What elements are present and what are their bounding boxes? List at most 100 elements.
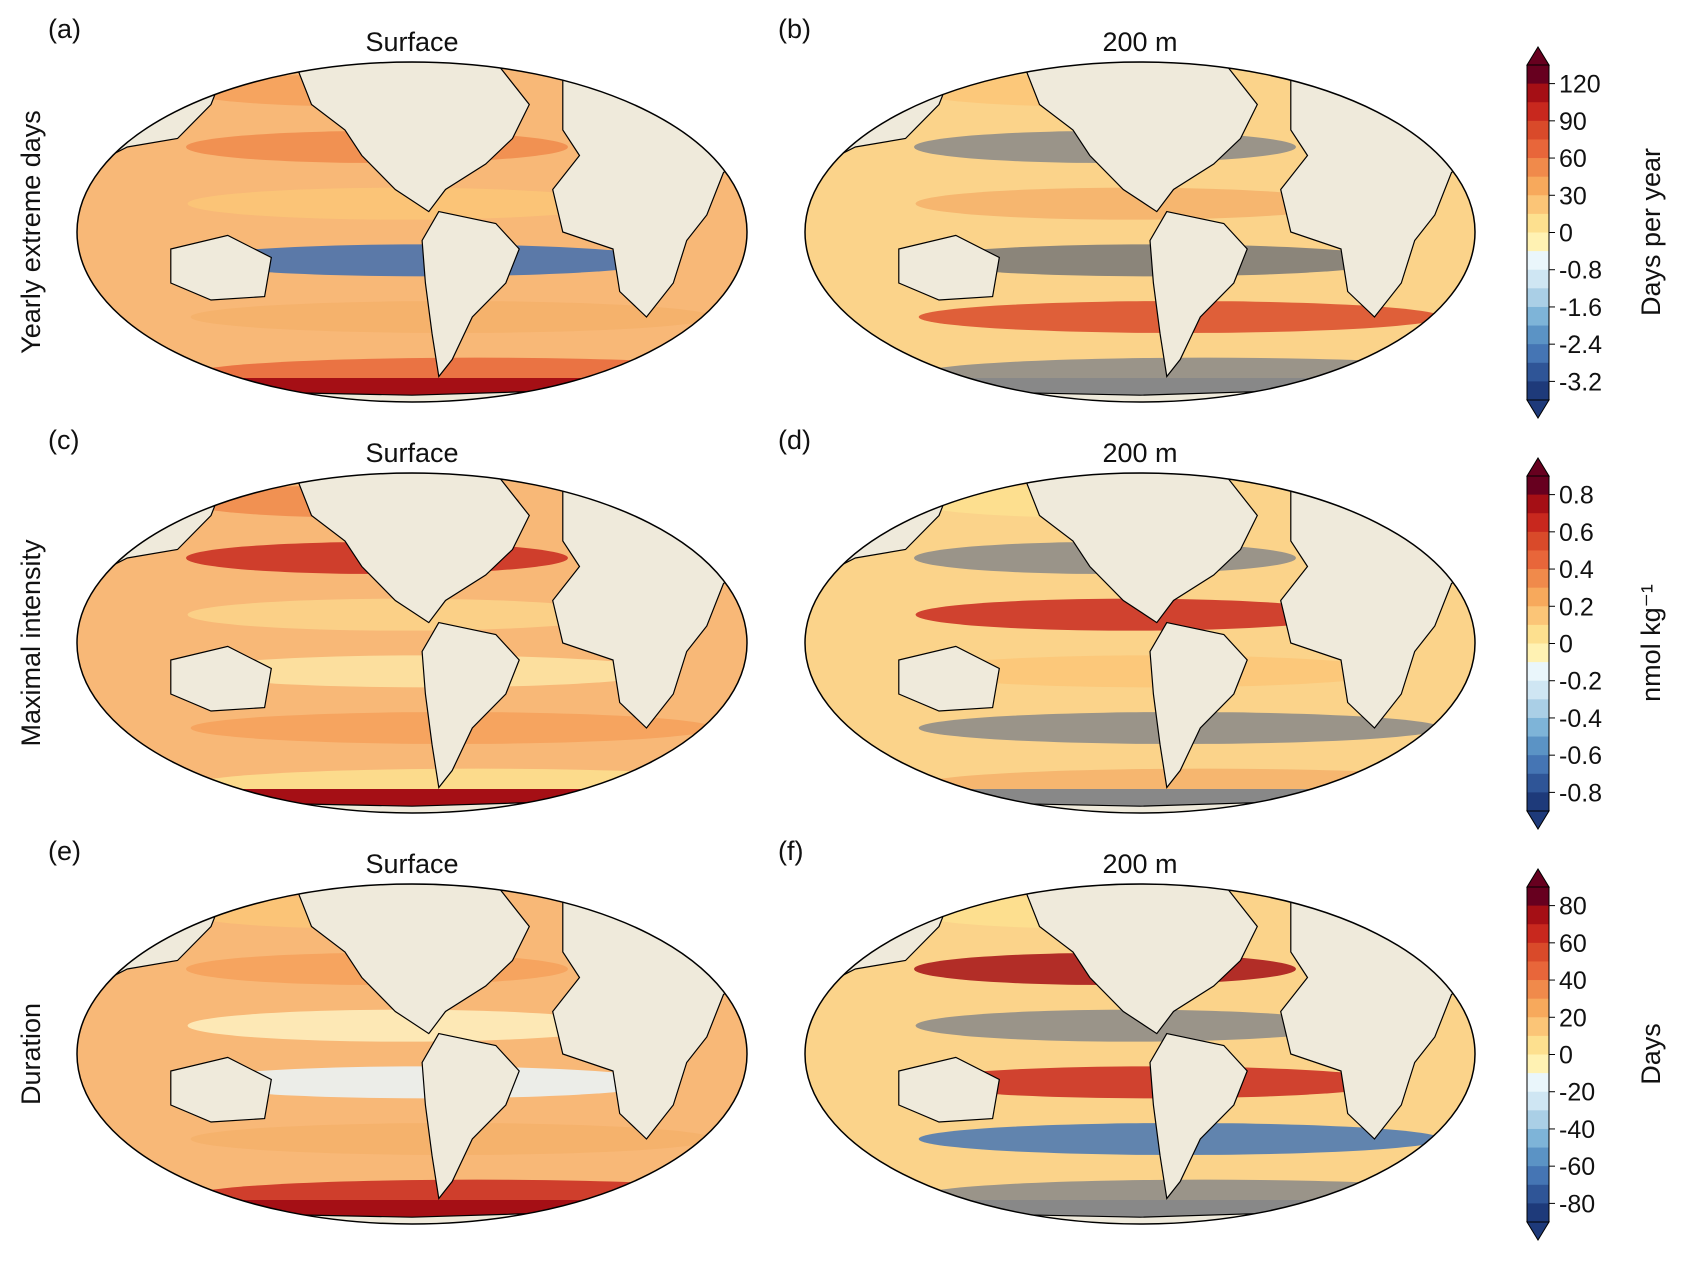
colorbar-tick-label: 0.8 — [1559, 482, 1594, 510]
panel-title: Surface — [365, 27, 458, 57]
colorbar-band — [1527, 755, 1549, 775]
panel-label: (a) — [48, 14, 81, 44]
colorbar-tick-label: 0 — [1559, 631, 1573, 659]
map-field — [805, 473, 1475, 813]
colorbar-tick-label: 20 — [1559, 1004, 1587, 1032]
colorbar-band — [1527, 381, 1549, 401]
panel-title: Surface — [365, 438, 458, 468]
field-band — [187, 1009, 617, 1042]
land — [293, 62, 531, 213]
colorbar-band — [1527, 662, 1549, 682]
colorbar-band — [1527, 65, 1549, 85]
field-band — [187, 187, 617, 220]
colorbar-band — [1527, 344, 1549, 364]
field-band — [187, 598, 617, 631]
colorbar-band — [1527, 269, 1549, 289]
panel-title: 200 m — [1102, 27, 1177, 57]
land — [1149, 210, 1248, 378]
colorbar-band — [1527, 1128, 1549, 1149]
panel-title: 200 m — [1102, 849, 1177, 879]
panel-label: (f) — [778, 836, 803, 866]
colorbar-band — [1527, 942, 1549, 962]
colorbar-tick-label: 80 — [1559, 893, 1587, 921]
colorbar-band — [1527, 773, 1549, 793]
field-band — [915, 187, 1345, 220]
colorbar-band — [1527, 102, 1549, 122]
field-band — [915, 1009, 1345, 1042]
land — [421, 621, 520, 789]
map-panel: (d) 200 m — [778, 425, 1476, 814]
colorbar-extend — [1526, 1221, 1550, 1241]
colorbar-band — [1527, 717, 1549, 738]
colorbar-band — [1527, 1203, 1549, 1223]
colorbar-band — [1527, 232, 1549, 252]
land — [293, 473, 531, 624]
colorbar-tick-label: -0.8 — [1559, 257, 1602, 285]
colorbar-band — [1527, 980, 1549, 1000]
colorbar-band — [1527, 1147, 1549, 1167]
colorbar-tick-label: -0.6 — [1559, 742, 1602, 770]
colorbar-band — [1527, 251, 1549, 271]
land — [1021, 62, 1259, 213]
colorbar-tick-label: 0.4 — [1559, 556, 1594, 584]
map-panel: (f) 200 m — [778, 836, 1476, 1225]
colorbar-label: Days — [1636, 1023, 1666, 1085]
colorbar-tick-label: 90 — [1559, 108, 1587, 136]
panel-label: (d) — [778, 425, 811, 455]
colorbar: 80 60 40 20 0 -20 -40 -60 -80 Days — [1526, 868, 1666, 1241]
colorbar: 0.8 0.6 0.4 0.2 0 -0.2 -0.4 -0.6 -0.8 nmol kg⁻¹ — [1526, 457, 1666, 830]
colorbar-band — [1527, 736, 1549, 756]
colorbar-band — [1527, 587, 1549, 607]
map-panel: (e) Surface — [48, 836, 748, 1225]
colorbar-band — [1527, 1110, 1549, 1130]
colorbar-tick-label: 30 — [1559, 182, 1587, 210]
colorbar-band — [1527, 288, 1549, 308]
panel-label: (c) — [48, 425, 79, 455]
colorbar-label: Days per year — [1636, 148, 1666, 316]
land — [421, 210, 520, 378]
colorbar-band — [1527, 83, 1549, 103]
colorbar-band — [1527, 998, 1549, 1018]
colorbar: 120 90 60 30 0 -0.8 -1.6 -2.4 -3.2 Days per year — [1526, 46, 1666, 419]
colorbar-band — [1527, 680, 1549, 700]
land — [1021, 884, 1259, 1035]
colorbar-tick-label: -0.8 — [1559, 779, 1602, 807]
map-outline — [76, 472, 748, 814]
map-field — [805, 62, 1475, 402]
land — [170, 645, 272, 712]
colorbar-tick-label: -0.4 — [1559, 705, 1602, 733]
map-field — [805, 884, 1475, 1224]
colorbar-band — [1527, 476, 1549, 496]
colorbar-tick-label: 120 — [1559, 71, 1601, 99]
colorbar-band — [1527, 494, 1549, 514]
colorbar-extend — [1526, 399, 1550, 419]
colorbar-tick-label: -20 — [1559, 1079, 1595, 1107]
row-label: Yearly extreme days — [16, 110, 46, 354]
colorbar-band — [1527, 1091, 1549, 1111]
colorbar-band — [1527, 1166, 1549, 1186]
colorbar-band — [1527, 606, 1549, 626]
colorbar-tick-label: -80 — [1559, 1190, 1595, 1218]
colorbar-band — [1527, 699, 1549, 719]
colorbar-band — [1527, 643, 1549, 663]
colorbar-band — [1527, 325, 1549, 345]
colorbar-extend — [1526, 810, 1550, 830]
colorbar-band — [1527, 139, 1549, 159]
land — [1149, 1032, 1248, 1200]
panel-label: (b) — [778, 14, 811, 44]
land — [898, 1056, 1000, 1123]
colorbar-band — [1527, 1054, 1549, 1074]
colorbar-extend — [1526, 868, 1550, 888]
panel-title: 200 m — [1102, 438, 1177, 468]
colorbar-tick-label: 60 — [1559, 930, 1587, 958]
panel-label: (e) — [48, 836, 81, 866]
map-panel: (b) 200 m — [778, 14, 1476, 403]
colorbar-band — [1527, 792, 1549, 812]
field-band — [915, 598, 1345, 631]
row-label: Duration — [16, 1003, 46, 1105]
colorbar-band — [1527, 306, 1549, 327]
land — [898, 645, 1000, 712]
colorbar-band — [1527, 362, 1549, 382]
colorbar-tick-label: 0.6 — [1559, 519, 1594, 547]
map-panel: (a) Surface — [48, 14, 748, 403]
